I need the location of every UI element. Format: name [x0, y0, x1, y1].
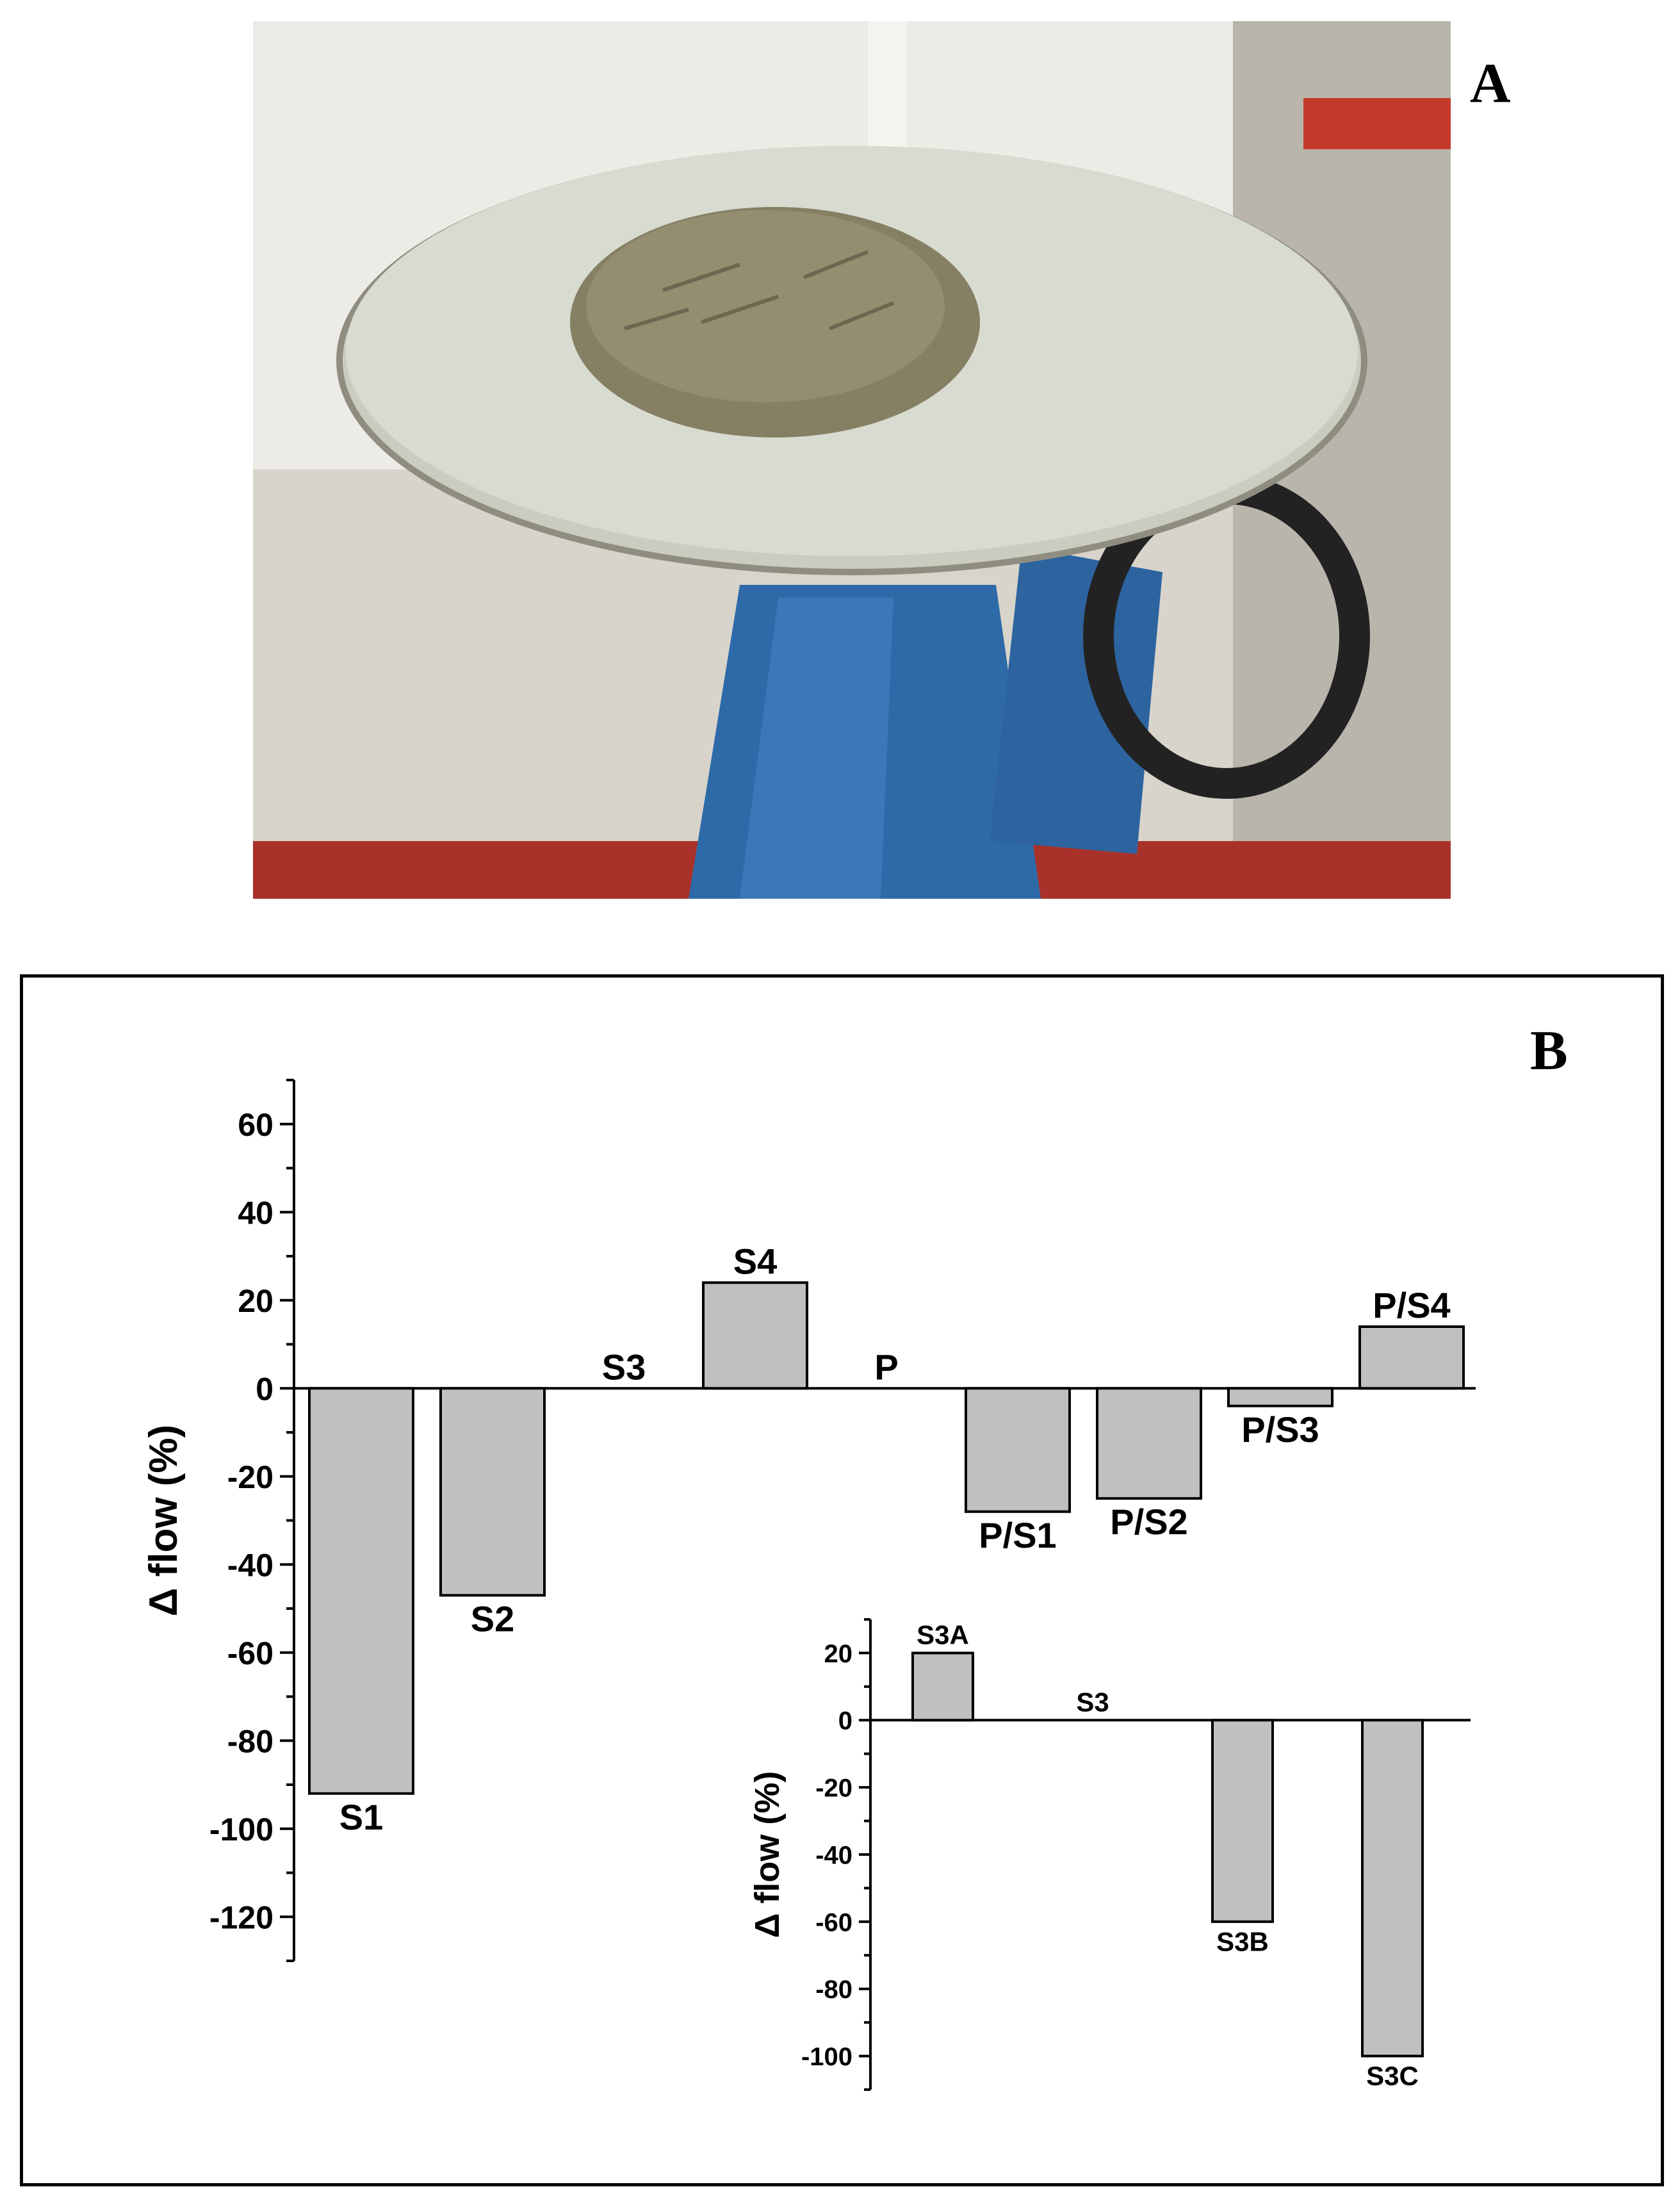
y-tick-label: -100 [209, 1812, 273, 1847]
inset-bar-chart: 20 0 -20 -40 -60 -80 -100 Δ flow (%) S3A S3 S3B S3C [748, 1618, 1471, 2091]
y-tick-label: -40 [227, 1547, 273, 1583]
y-tick-label: -40 [815, 1841, 852, 1869]
main-bar-chart: 60 40 20 0 -20 -40 -60 -80 -100 -120 Δ flow (%) S1 S… [142, 1079, 1476, 1962]
bar [308, 1387, 414, 1795]
y-tick-label: -100 [801, 2043, 852, 2071]
bar-label: S3 [602, 1347, 646, 1387]
bar [1227, 1387, 1333, 1407]
bar [702, 1281, 808, 1390]
bar [439, 1387, 546, 1597]
y-tick-label: 60 [238, 1107, 273, 1143]
bar [1361, 1719, 1424, 2058]
bar-label: S4 [733, 1241, 778, 1281]
flow-charts: 60 40 20 0 -20 -40 -60 -80 -100 -120 Δ flow (%) S1 S… [142, 1079, 1476, 2091]
y-axis-label: Δ flow (%) [748, 1771, 787, 1938]
y-tick-label: -20 [815, 1774, 852, 1803]
bar-label: P/S2 [1110, 1502, 1187, 1542]
y-tick-label: -60 [815, 1908, 852, 1937]
bar [965, 1387, 1071, 1513]
bar-label: P/S1 [979, 1515, 1056, 1555]
y-tick-label: 0 [256, 1371, 273, 1407]
y-tick-label: -60 [227, 1635, 273, 1671]
bar-label: S3C [1366, 2061, 1419, 2091]
bar-label: S1 [339, 1797, 384, 1837]
bar-label: S2 [471, 1598, 515, 1639]
panel-a-label: A [1470, 53, 1511, 115]
bar [1096, 1387, 1202, 1500]
bar [1211, 1719, 1274, 1923]
bar-label: P [874, 1347, 898, 1387]
y-tick-label: 20 [824, 1640, 853, 1668]
y-axis-label: Δ flow (%) [142, 1425, 186, 1616]
bar-label: S3 [1076, 1687, 1109, 1717]
panel-b-label: B [1530, 1020, 1568, 1082]
bar-label: P/S4 [1373, 1285, 1450, 1325]
y-tick-label: -80 [227, 1723, 273, 1759]
y-tick-label: -120 [209, 1899, 273, 1935]
flow-table-photo [253, 21, 1451, 899]
y-tick-label: 20 [238, 1283, 273, 1319]
y-tick-label: -20 [227, 1459, 273, 1495]
bar-label: S3B [1216, 1926, 1269, 1956]
bar [911, 1651, 974, 1722]
bar [1358, 1325, 1465, 1390]
flow-table-illustration [253, 21, 1451, 899]
y-tick-label: -80 [815, 1976, 852, 2004]
panel-b-frame: B 60 40 20 0 -20 -40 -60 -80 -100 -120 Δ flow (%) S… [20, 974, 1664, 2186]
bar-label: P/S3 [1241, 1409, 1319, 1450]
bar-label: S3A [917, 1619, 969, 1650]
y-tick-label: 0 [838, 1707, 852, 1735]
y-tick-label: 40 [238, 1195, 273, 1231]
